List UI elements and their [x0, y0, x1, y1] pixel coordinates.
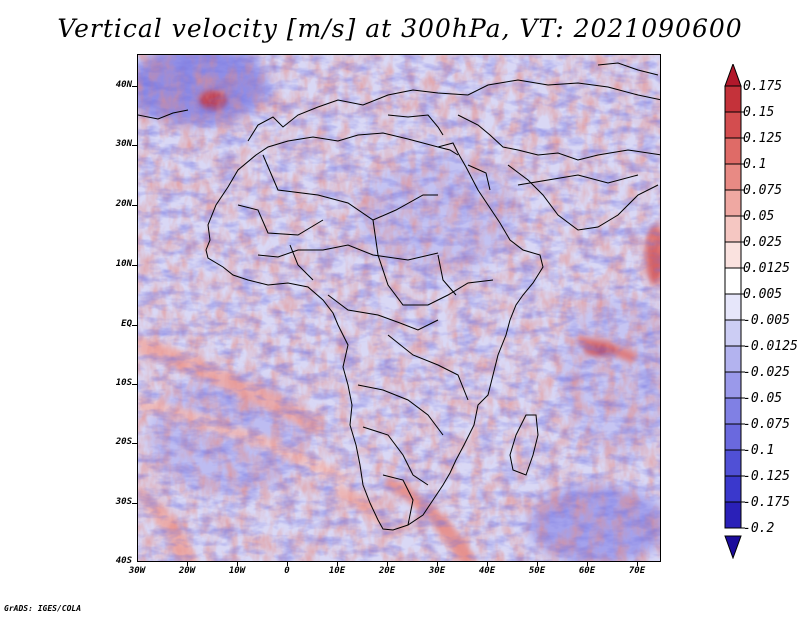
map-panel: [137, 54, 661, 562]
colorbar-swatch: [724, 423, 742, 451]
colorbar-swatch: [724, 449, 742, 477]
x-tick: [537, 562, 538, 566]
y-tick: [132, 325, 137, 326]
colorbar-swatch: [724, 85, 742, 113]
x-axis-label-10e: 10E: [328, 566, 346, 576]
y-axis-label-10s: 10S: [115, 378, 132, 388]
colorbar-swatch: [724, 137, 742, 165]
colorbar-label: 0.15: [743, 105, 775, 120]
colorbar-label: -0.0125: [743, 339, 798, 354]
colorbar-swatch: [724, 397, 742, 425]
x-tick: [187, 562, 188, 566]
y-tick: [132, 503, 137, 504]
x-axis-label-60e: 60E: [578, 566, 596, 576]
colorbar-label: 0.1: [743, 157, 767, 172]
colorbar-top-arrow: [724, 64, 742, 87]
colorbar-label: -0.2: [743, 521, 775, 536]
colorbar-label: 0.05: [743, 209, 775, 224]
x-tick: [637, 562, 638, 566]
colorbar-label: 0.125: [743, 131, 783, 146]
y-tick: [132, 265, 137, 266]
x-axis-label-30w: 30W: [128, 566, 146, 576]
colorbar-swatch: [724, 189, 742, 217]
colorbar-label: 0.005: [743, 287, 783, 302]
colorbar-label: -0.125: [743, 469, 790, 484]
y-tick: [132, 86, 137, 87]
x-axis-label-30e: 30E: [428, 566, 446, 576]
x-axis-label-70e: 70E: [628, 566, 646, 576]
x-axis-label-0: 0: [284, 566, 290, 576]
colorbar-label: -0.05: [743, 391, 783, 406]
x-tick: [437, 562, 438, 566]
colorbar-swatch: [724, 319, 742, 347]
x-tick: [387, 562, 388, 566]
colorbar-label: 0.175: [743, 79, 783, 94]
y-axis-label-40s: 40S: [115, 556, 132, 566]
colorbar-swatch: [724, 111, 742, 139]
y-axis-label-eq: EQ: [121, 319, 132, 329]
y-tick: [132, 145, 137, 146]
x-tick: [237, 562, 238, 566]
colorbar-bottom-arrow: [724, 535, 742, 559]
colorbar-swatch: [724, 475, 742, 503]
x-axis-label-10w: 10W: [228, 566, 246, 576]
x-tick: [287, 562, 288, 566]
colorbar-swatch: [724, 345, 742, 373]
colorbar-swatch: [724, 163, 742, 191]
vertical-velocity-field: [138, 55, 660, 561]
x-tick: [587, 562, 588, 566]
y-axis-label-20s: 20S: [115, 437, 132, 447]
colorbar-swatch: [724, 267, 742, 295]
map-title: Vertical velocity [m/s] at 300hPa, VT: 2…: [57, 14, 743, 43]
grads-credit: GrADS: IGES/COLA: [4, 604, 82, 613]
colorbar-label: 0.0125: [743, 261, 790, 276]
x-axis-label-20e: 20E: [378, 566, 396, 576]
y-tick: [132, 205, 137, 206]
y-tick: [132, 384, 137, 385]
colorbar-swatch: [724, 241, 742, 269]
colorbar: [724, 64, 745, 559]
colorbar-label: 0.075: [743, 183, 783, 198]
x-tick: [487, 562, 488, 566]
y-axis-label-40n: 40N: [115, 80, 132, 90]
colorbar-swatch: [724, 293, 742, 321]
colorbar-label: -0.005: [743, 313, 790, 328]
x-tick: [337, 562, 338, 566]
y-tick: [132, 443, 137, 444]
colorbar-swatch: [724, 215, 742, 243]
colorbar-swatch: [724, 501, 742, 529]
colorbar-label: -0.1: [743, 443, 775, 458]
x-axis-label-20w: 20W: [178, 566, 196, 576]
x-axis-label-50e: 50E: [528, 566, 546, 576]
colorbar-label: -0.175: [743, 495, 790, 510]
colorbar-label: -0.075: [743, 417, 790, 432]
y-axis-label-30n: 30N: [115, 139, 132, 149]
y-axis-label-20n: 20N: [115, 199, 132, 209]
y-axis-label-10n: 10N: [115, 259, 132, 269]
x-axis-label-40e: 40E: [478, 566, 496, 576]
y-axis-label-30s: 30S: [115, 497, 132, 507]
colorbar-swatch: [724, 371, 742, 399]
colorbar-label: 0.025: [743, 235, 783, 250]
colorbar-label: -0.025: [743, 365, 790, 380]
